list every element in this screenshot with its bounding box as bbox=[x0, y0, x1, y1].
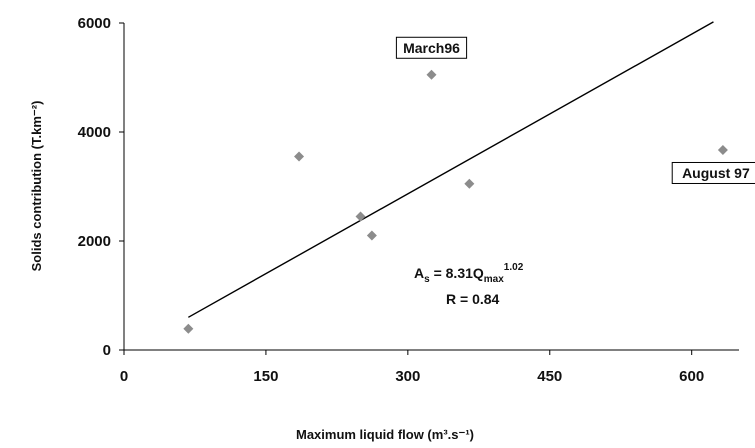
data-point bbox=[294, 151, 305, 162]
data-point bbox=[366, 230, 377, 241]
x-tick-label: 600 bbox=[679, 368, 704, 385]
x-tick-label: 150 bbox=[253, 368, 278, 385]
y-tick-label: 2000 bbox=[78, 233, 111, 250]
y-tick-label: 0 bbox=[103, 342, 111, 359]
annotation-label: March96 bbox=[403, 40, 460, 56]
x-axis-title: Maximum liquid flow (m³.s⁻¹) bbox=[296, 427, 474, 442]
correlation-r: R = 0.84 bbox=[446, 291, 500, 307]
annotation-box bbox=[395, 36, 468, 59]
y-tick-label: 6000 bbox=[78, 15, 111, 32]
trendline-group bbox=[187, 21, 714, 318]
data-point bbox=[717, 144, 728, 155]
data-point bbox=[426, 69, 437, 80]
y-axis-title: Solids contribution (T.km⁻²) bbox=[29, 101, 44, 272]
data-points bbox=[183, 69, 728, 334]
x-tick-label: 300 bbox=[395, 368, 420, 385]
annotation-label: August 97 bbox=[682, 165, 750, 181]
annotations: March96 August 97 bbox=[395, 36, 755, 184]
y-tick-label: 4000 bbox=[78, 124, 111, 141]
x-tick-label: 450 bbox=[537, 368, 562, 385]
x-tick-label: 0 bbox=[120, 368, 128, 385]
annotation-box bbox=[671, 161, 755, 184]
data-point bbox=[355, 211, 366, 222]
regression-equation: As = 8.31Qmax1.02 bbox=[414, 262, 524, 285]
axes: 0 2000 4000 6000 0 150 300 450 600 bbox=[78, 15, 739, 385]
data-point bbox=[183, 323, 194, 334]
trendline bbox=[187, 21, 714, 318]
data-point bbox=[464, 178, 475, 189]
